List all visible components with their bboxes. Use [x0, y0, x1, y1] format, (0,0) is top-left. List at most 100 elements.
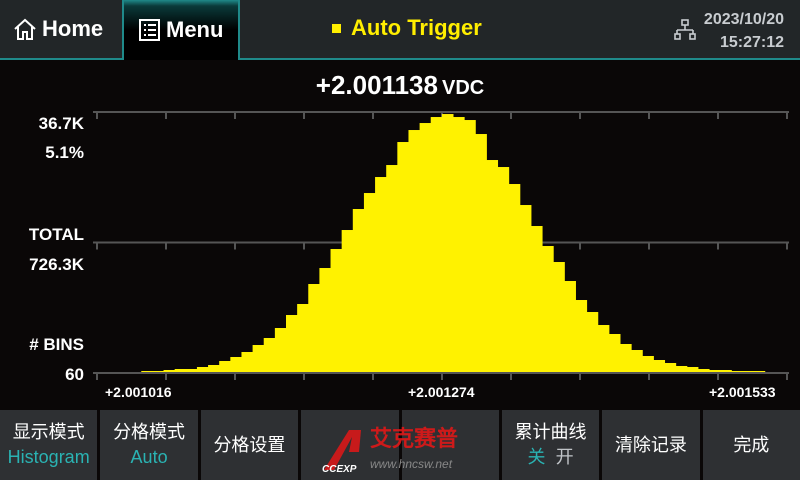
histogram-bar [709, 370, 721, 372]
histogram-bar [653, 360, 666, 372]
histogram-bar [230, 357, 242, 372]
histogram-bar [742, 370, 755, 372]
done-softkey[interactable]: 完成 [702, 410, 800, 480]
histogram-bar [464, 120, 476, 372]
menu-list-icon [139, 19, 160, 41]
histogram-bar [363, 193, 376, 372]
x-min-label: +2.001016 [105, 384, 172, 400]
histogram-bar [675, 365, 688, 372]
time: 15:27:12 [719, 34, 784, 51]
histogram-bar [386, 165, 398, 372]
histogram-bar [185, 368, 198, 372]
softkey-label: 分格设置 [213, 434, 286, 455]
header-bar: Home Menu Auto Trigger 2023/10/20 15:27:1… [0, 0, 800, 60]
histogram-bar [152, 370, 165, 372]
histogram-bar [274, 328, 287, 372]
bin-mode-softkey[interactable]: 分格模式 Auto [100, 410, 198, 480]
histogram-bar [553, 262, 565, 372]
histogram-bar [375, 177, 387, 372]
bin-settings-softkey[interactable]: 分格设置 [200, 410, 299, 480]
histogram-bar [430, 117, 443, 372]
empty-softkey-5[interactable] [401, 410, 499, 480]
histogram-bar [720, 370, 732, 372]
histogram-bar [208, 365, 220, 372]
cumulative-curve-softkey[interactable]: 累计曲线关 开 [501, 410, 600, 480]
reading-value: +2.001138 [315, 70, 438, 100]
histogram-bar [642, 355, 654, 372]
trigger-label: Auto Trigger [351, 15, 482, 40]
histogram-bar [330, 249, 343, 372]
histogram-bar [397, 142, 409, 372]
softkey-label: 显示模式 [12, 422, 85, 442]
histogram-bar [731, 370, 743, 372]
histogram-bar [597, 325, 610, 372]
measurement-reading: +2.001138 VDC [0, 70, 800, 101]
menu-label: Menu [166, 17, 224, 42]
softkey-value: Histogram [7, 447, 90, 467]
histogram-bar [753, 370, 766, 372]
reading-unit: VDC [441, 77, 485, 99]
trigger-status: Auto Trigger [332, 15, 482, 41]
softkey-bar: 显示模式 Histogram 分格模式 Auto 分格设置 累计曲线关 开 清除记录… [0, 410, 800, 480]
histogram-bar [497, 167, 510, 372]
histogram-bar [564, 281, 576, 372]
histogram-bar [196, 367, 209, 372]
histogram-bar [664, 363, 677, 372]
total-value: 726.3K [29, 255, 84, 274]
x-center-label: +2.001274 [408, 384, 475, 400]
display-mode-softkey[interactable]: 显示模式 Histogram [0, 410, 98, 480]
histogram-bar [141, 370, 153, 372]
histogram-bar [308, 284, 320, 372]
histogram-bar [453, 117, 465, 372]
max-percent-label: 5.1% [45, 143, 84, 162]
histogram-bar [408, 130, 421, 372]
toggle-on-option: 开 [555, 447, 574, 467]
home-icon [14, 18, 36, 40]
home-label: Home [42, 16, 104, 41]
histogram-bar [174, 368, 187, 372]
histogram-bar [475, 134, 487, 372]
histogram-bar [252, 345, 265, 372]
softkey-label: 完成 [733, 434, 770, 455]
histogram-bar [263, 338, 276, 372]
network-icon [674, 19, 696, 40]
histogram-bar [486, 160, 499, 372]
histogram-bar [286, 315, 298, 372]
total-label: TOTAL [28, 225, 84, 244]
histogram-bar [542, 246, 554, 372]
trigger-indicator-icon [332, 23, 341, 33]
histogram-bar [508, 184, 521, 372]
histogram-bar [419, 123, 432, 372]
histogram-bar [241, 352, 254, 372]
histogram-bar [352, 209, 365, 372]
histogram-bar [608, 334, 621, 372]
histogram-bar [686, 367, 699, 372]
softkey-value: Auto [130, 447, 168, 467]
histogram-bar [219, 360, 231, 372]
histogram-bar [519, 205, 532, 372]
x-max-label: +2.001533 [709, 384, 776, 400]
max-count-label: 36.7K [38, 114, 84, 133]
histogram-chart [93, 111, 789, 380]
histogram-bar [297, 304, 309, 372]
softkey-label: 分格模式 [113, 422, 186, 442]
histogram-bar [697, 368, 710, 372]
datetime: 2023/10/20 15:27:12 [704, 8, 784, 54]
home-tab[interactable]: Home [0, 0, 122, 58]
clear-record-softkey[interactable]: 清除记录 [602, 410, 700, 480]
date: 2023/10/20 [703, 11, 784, 28]
histogram-bar [441, 114, 454, 373]
empty-softkey-4[interactable] [301, 410, 399, 480]
histogram-bar [586, 312, 599, 372]
histogram-bar [631, 350, 643, 372]
histogram-bar [575, 300, 588, 372]
histogram-bar [319, 268, 332, 372]
softkey-label: 累计曲线 [514, 422, 587, 442]
bins-value: 60 [65, 365, 84, 384]
histogram-bar [620, 344, 632, 372]
histogram-bar [163, 370, 176, 372]
bins-label: # BINS [29, 335, 84, 354]
histogram-bar [341, 230, 354, 372]
menu-tab[interactable]: Menu [122, 0, 240, 60]
toggle-off-option: 关 [527, 447, 546, 467]
